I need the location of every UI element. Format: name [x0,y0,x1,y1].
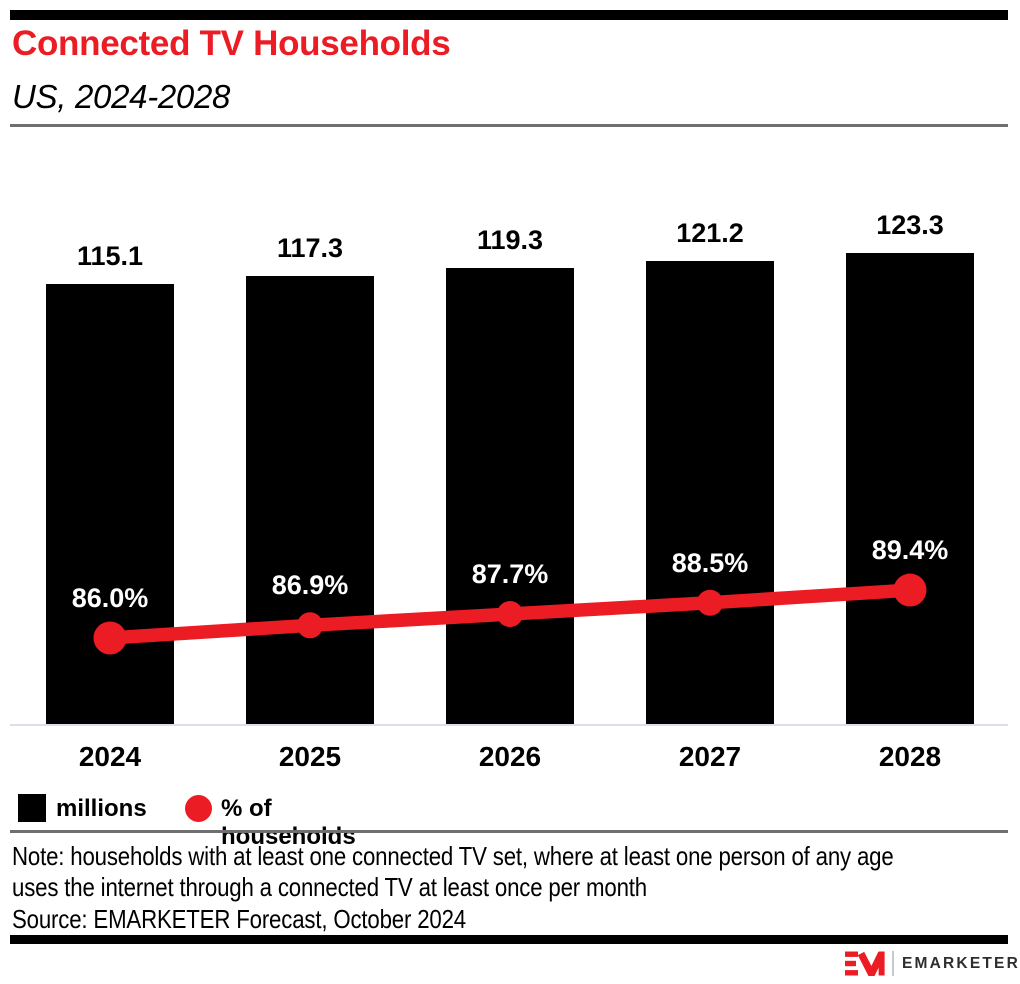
legend-label-pct-of-households: % of households [221,795,356,850]
pct-value-label-2028: 89.4% [871,535,949,566]
note-text-line-1: Note: households with at least one conne… [12,841,894,871]
bar-value-label-2024: 115.1 [76,241,144,271]
bar-2024 [46,284,174,724]
legend-label-millions: millions [56,795,147,822]
brand-name: EMARKETER [902,955,1020,972]
chart-subtitle: US, 2024-2028 [12,78,231,115]
bar-value-label-2028: 123.3 [876,210,944,240]
legend-swatch-pct-of-households [185,795,212,822]
note-text-line-2: uses the internet through a connected TV… [12,872,647,902]
x-tick-2024: 2024 [78,741,142,772]
bar-2028 [846,253,974,724]
bar-value-label-2027: 121.2 [676,218,744,248]
emarketer-monogram-icon [845,951,885,976]
x-tick-2027: 2027 [678,741,742,772]
bar-2025 [246,276,374,724]
chart-title: Connected TV Households [12,24,451,63]
pct-value-label-2027: 88.5% [671,547,749,578]
bar-value-label-2025: 117.3 [276,233,344,263]
header-divider [10,124,1008,127]
legend-swatch-millions [18,794,46,822]
x-axis-line [10,724,1008,726]
footer-divider [10,830,1008,833]
x-tick-2025: 2025 [278,741,342,772]
x-tick-2026: 2026 [478,741,542,772]
source-text: Source: EMARKETER Forecast, October 2024 [12,904,467,934]
pct-value-label-2026: 87.7% [471,559,549,590]
pct-value-label-2025: 86.9% [271,570,349,601]
bar-value-label-2026: 119.3 [476,225,544,255]
bar-2026 [446,268,574,724]
logo-divider [892,951,894,976]
x-tick-2028: 2028 [878,741,942,772]
pct-value-label-2024: 86.0% [71,583,149,613]
bar-2027 [646,261,774,724]
top-rule [10,10,1008,20]
bottom-rule [10,935,1008,944]
